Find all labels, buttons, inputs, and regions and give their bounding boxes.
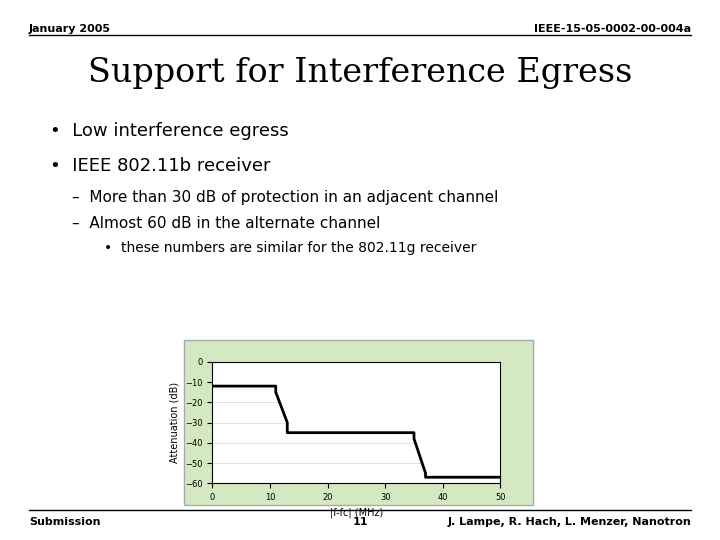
X-axis label: |f-fc| (MHz): |f-fc| (MHz) <box>330 508 383 518</box>
Text: IEEE-15-05-0002-00-004a: IEEE-15-05-0002-00-004a <box>534 24 691 35</box>
Text: January 2005: January 2005 <box>29 24 111 35</box>
Text: J. Lampe, R. Hach, L. Menzer, Nanotron: J. Lampe, R. Hach, L. Menzer, Nanotron <box>447 517 691 528</box>
Text: Support for Interference Egress: Support for Interference Egress <box>88 57 632 89</box>
Text: •  Low interference egress: • Low interference egress <box>50 122 289 139</box>
Text: –  Almost 60 dB in the alternate channel: – Almost 60 dB in the alternate channel <box>72 216 380 231</box>
Text: 11: 11 <box>352 517 368 528</box>
Y-axis label: Attenuation (dB): Attenuation (dB) <box>169 382 179 463</box>
Text: •  these numbers are similar for the 802.11g receiver: • these numbers are similar for the 802.… <box>104 241 477 255</box>
Text: Submission: Submission <box>29 517 100 528</box>
Text: •  IEEE 802.11b receiver: • IEEE 802.11b receiver <box>50 157 271 174</box>
Text: –  More than 30 dB of protection in an adjacent channel: – More than 30 dB of protection in an ad… <box>72 190 498 205</box>
